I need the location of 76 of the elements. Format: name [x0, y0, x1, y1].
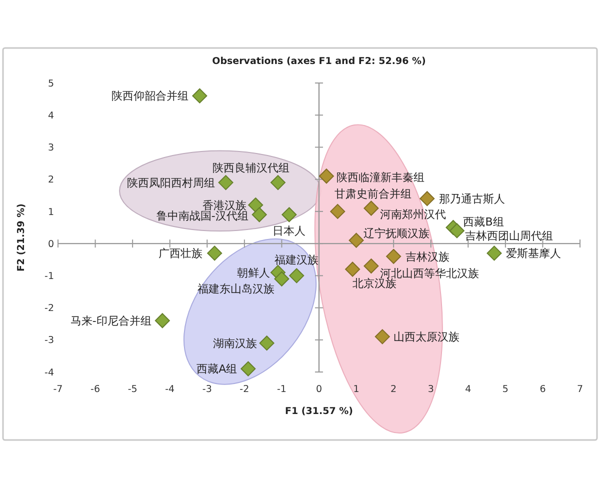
x-tick-label: -5: [128, 384, 138, 395]
annotation: 陕西临潼新丰秦组: [336, 170, 424, 184]
point: [270, 175, 286, 190]
annotation: 福建东山岛汉族: [198, 282, 275, 296]
point: [348, 232, 364, 248]
y-tick-label: 2: [48, 174, 54, 186]
x-tick-label: -6: [90, 384, 100, 395]
y-tick-label: 3: [48, 142, 54, 154]
annotation: 吉林西团山周代组: [464, 230, 553, 243]
point: [374, 329, 390, 344]
y-tick-label: -1: [44, 270, 54, 282]
x-tick-label: -1: [276, 384, 286, 395]
y-tick-label: 1: [48, 206, 54, 218]
point: [345, 262, 360, 277]
chart-title: Observations (axes F1 and F2: 52.96 %): [212, 56, 426, 67]
annotation: 陕西仰韶合并组: [112, 90, 189, 103]
x-tick-label: 7: [576, 384, 584, 395]
point: [318, 168, 334, 184]
annotation: 广西壮族: [158, 247, 203, 260]
point: [364, 258, 379, 274]
point: [154, 313, 170, 328]
point: [364, 200, 379, 216]
point: [449, 223, 464, 238]
annotation: 湖南汉族: [212, 336, 257, 350]
annotation: 爱斯基摩人: [506, 247, 562, 260]
annotation: 朝鲜人: [236, 266, 270, 280]
x-tick-label: 1: [353, 384, 360, 395]
x-tick-label: -4: [165, 384, 175, 395]
x-tick-label: 2: [390, 384, 397, 395]
x-tick-label: 6: [540, 384, 546, 395]
annotation: 北京汉族: [352, 277, 397, 290]
x-tick-label: 4: [465, 384, 472, 395]
point: [259, 336, 274, 351]
point: [420, 191, 435, 206]
y-axis-title: F2 (21.39 %): [16, 204, 27, 272]
y-tick-label: -3: [44, 335, 54, 346]
point: [192, 88, 208, 104]
point: [252, 207, 267, 222]
y-tick-label: 0: [48, 238, 54, 250]
point: [248, 198, 264, 213]
annotation: 马来-印尼合并组: [70, 314, 152, 328]
annotation: 河北山西等华北汉族: [380, 266, 480, 280]
annotation: 鲁中南战国-汉代组: [156, 210, 248, 223]
x-tick-label: 0: [316, 384, 322, 395]
point: [386, 248, 402, 264]
annotation: 吉林汉族: [406, 250, 450, 264]
point: [330, 204, 346, 219]
x-tick-label: 3: [428, 384, 434, 395]
point: [282, 207, 297, 222]
y-tick-label: 5: [48, 78, 54, 90]
annotation: 西藏B组: [463, 215, 504, 228]
annotation: 日本人: [272, 224, 306, 238]
x-axis-title: F1 (31.57 %): [285, 406, 353, 417]
annotation: 辽宁抚顺汉族: [363, 227, 430, 240]
point: [486, 246, 502, 261]
annotation: 香港汉族: [202, 198, 247, 212]
y-tick-label: -2: [44, 303, 54, 314]
annotation: 那乃通古斯人: [439, 192, 506, 206]
annotation: 河南郑州汉代: [380, 208, 446, 222]
point: [207, 246, 222, 261]
annotation: 西藏A组: [196, 362, 238, 376]
annotation: 山西太原汉族: [393, 330, 460, 344]
annotation: 陕西良辅汉代组: [212, 161, 290, 174]
x-tick-label: -3: [202, 384, 212, 395]
point: [240, 361, 256, 376]
annotation: 甘肃史前合并组: [334, 187, 412, 200]
annotation: 陕西凤阳西村周组: [126, 176, 215, 190]
point: [274, 271, 290, 286]
y-tick-label: 4: [48, 110, 54, 122]
y-tick-label: -4: [44, 367, 54, 378]
point: [289, 268, 304, 284]
x-tick-label: -7: [53, 384, 63, 395]
x-tick-label: -2: [240, 384, 250, 395]
annotation: 福建汉族: [274, 254, 319, 267]
x-tick-label: 5: [502, 384, 508, 395]
point: [218, 175, 234, 190]
